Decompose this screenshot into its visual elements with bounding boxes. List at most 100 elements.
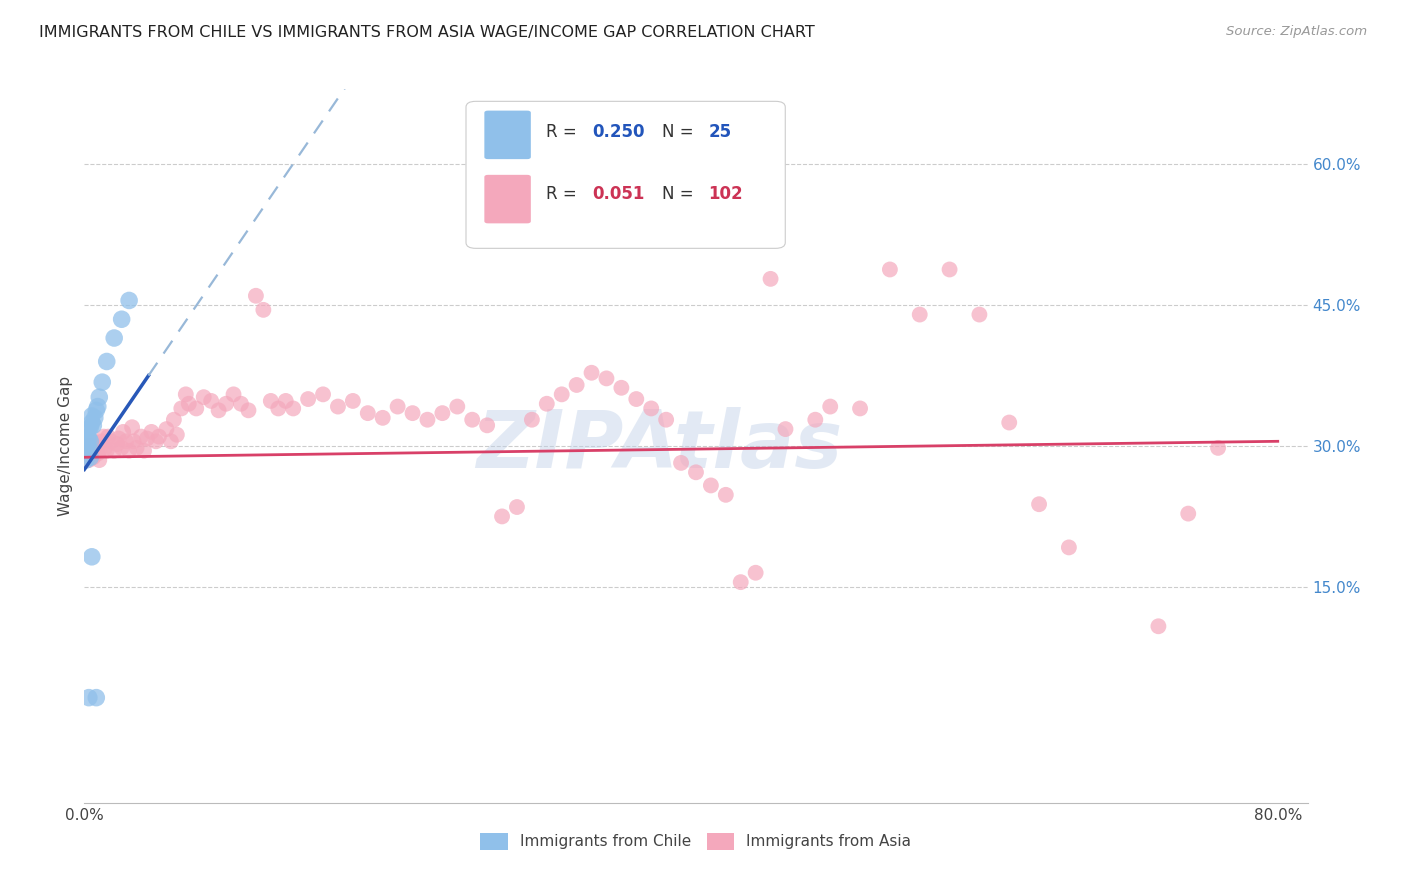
Point [145, 434, 167, 449]
Point [475, 418, 498, 433]
Point [565, 378, 588, 392]
Point [84, 439, 107, 453]
Point [655, 413, 678, 427]
Point [700, 478, 723, 492]
Text: N =: N = [662, 186, 699, 203]
Point [75, 443, 97, 458]
Point [640, 401, 662, 416]
Point [105, 437, 128, 451]
Point [91, 375, 114, 389]
Point [77, 422, 100, 436]
Point [174, 387, 197, 401]
Point [1028, 497, 1050, 511]
Point [166, 427, 188, 442]
Point [94, 441, 117, 455]
Text: IMMIGRANTS FROM CHILE VS IMMIGRANTS FROM ASIA WAGE/INCOME GAP CORRELATION CHART: IMMIGRANTS FROM CHILE VS IMMIGRANTS FROM… [39, 25, 815, 40]
FancyBboxPatch shape [465, 102, 786, 248]
Point [744, 566, 766, 580]
Point [125, 441, 148, 455]
Point [89, 443, 111, 458]
Point [80, 409, 103, 423]
Point [163, 413, 186, 427]
Point [82, 418, 104, 433]
Point [80, 549, 103, 564]
Point [76, 437, 98, 451]
Point [111, 441, 134, 455]
Y-axis label: Wage/Income Gap: Wage/Income Gap [58, 376, 73, 516]
Point [84, 690, 107, 705]
Point [252, 302, 274, 317]
Point [77, 453, 100, 467]
Text: R =: R = [546, 123, 582, 141]
Point [730, 575, 752, 590]
Point [1147, 619, 1170, 633]
Point [77, 432, 100, 446]
Point [326, 400, 349, 414]
Point [610, 381, 633, 395]
Point [595, 371, 617, 385]
Point [82, 434, 104, 449]
Point [1177, 507, 1199, 521]
Point [97, 429, 120, 443]
Point [461, 413, 484, 427]
Point [155, 422, 177, 436]
Point [129, 429, 152, 443]
Point [520, 413, 543, 427]
Point [122, 434, 145, 449]
Point [96, 443, 118, 458]
Point [551, 387, 574, 401]
Point [849, 401, 872, 416]
Point [100, 434, 122, 449]
Text: 0.051: 0.051 [592, 186, 644, 203]
Text: R =: R = [546, 186, 582, 203]
Point [759, 272, 782, 286]
Point [80, 439, 103, 453]
Point [446, 400, 468, 414]
Point [141, 425, 163, 439]
Point [87, 400, 110, 414]
Point [79, 449, 101, 463]
Text: ZIPAtlas: ZIPAtlas [477, 407, 842, 485]
Text: 25: 25 [709, 123, 731, 141]
Point [132, 443, 155, 458]
FancyBboxPatch shape [484, 175, 531, 223]
Point [260, 393, 283, 408]
FancyBboxPatch shape [484, 111, 531, 159]
Point [121, 420, 143, 434]
Point [938, 262, 960, 277]
Point [581, 366, 603, 380]
Point [506, 500, 529, 514]
Point [879, 262, 901, 277]
Point [77, 441, 100, 455]
Point [215, 397, 238, 411]
Point [371, 410, 394, 425]
Point [93, 429, 115, 443]
Point [83, 410, 105, 425]
Point [229, 397, 252, 411]
Point [1206, 441, 1229, 455]
Point [107, 432, 129, 446]
Point [969, 308, 991, 322]
Point [222, 387, 245, 401]
Point [118, 293, 141, 308]
Point [160, 434, 183, 449]
Point [626, 392, 648, 406]
Text: N =: N = [662, 123, 699, 141]
Point [401, 406, 423, 420]
Point [238, 403, 260, 417]
Point [685, 465, 707, 479]
Point [89, 453, 111, 467]
Point [89, 390, 111, 404]
Text: Source: ZipAtlas.com: Source: ZipAtlas.com [1226, 25, 1367, 38]
Point [76, 429, 98, 443]
Point [82, 450, 104, 465]
Point [804, 413, 827, 427]
Point [96, 354, 118, 368]
Point [274, 393, 297, 408]
Point [76, 443, 98, 458]
Point [77, 690, 100, 705]
Point [491, 509, 513, 524]
Point [79, 450, 101, 465]
Point [1057, 541, 1080, 555]
Point [79, 443, 101, 458]
